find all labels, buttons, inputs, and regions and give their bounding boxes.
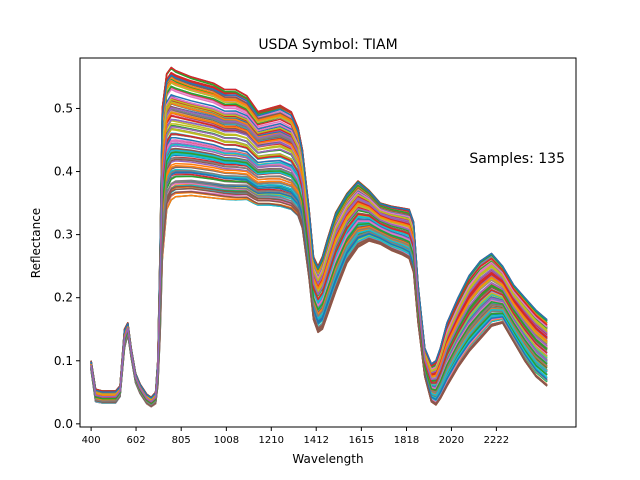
- y-tick-label: 0.2: [54, 291, 73, 305]
- x-axis-label: Wavelength: [292, 452, 363, 466]
- y-tick-label: 0.3: [54, 228, 73, 242]
- y-tick-label: 0.0: [54, 417, 73, 431]
- sample-line-128: [90, 169, 548, 406]
- x-tick-label: 1008: [214, 435, 239, 446]
- y-tick-label: 0.1: [54, 354, 73, 368]
- x-tick-label: 1818: [394, 435, 419, 446]
- x-tick-label: 1412: [303, 435, 328, 446]
- plot-frame: [79, 57, 577, 428]
- sample-line-135: [90, 126, 548, 403]
- x-tick-label: 2222: [484, 435, 509, 446]
- x-tick-label: 400: [82, 435, 101, 446]
- plot-lines: [90, 66, 548, 408]
- x-axis: 400 602 805 1008 1210 1412 1615 1818 2020 2222: [82, 427, 509, 446]
- y-axis-label: Reflectance: [29, 208, 43, 278]
- x-tick-label: 1210: [259, 435, 284, 446]
- x-tick-label: 1615: [349, 435, 374, 446]
- y-axis: 0.0 0.1 0.2 0.3 0.4 0.5: [54, 101, 80, 431]
- x-tick-label: 2020: [439, 435, 464, 446]
- samples-annotation: Samples: 135: [469, 151, 565, 167]
- x-tick-label: 805: [172, 435, 191, 446]
- chart-title: USDA Symbol: TIAM: [258, 37, 397, 53]
- y-tick-label: 0.5: [54, 101, 73, 115]
- sample-line-131: [90, 74, 548, 399]
- y-tick-label: 0.4: [54, 165, 73, 179]
- x-tick-label: 602: [127, 435, 146, 446]
